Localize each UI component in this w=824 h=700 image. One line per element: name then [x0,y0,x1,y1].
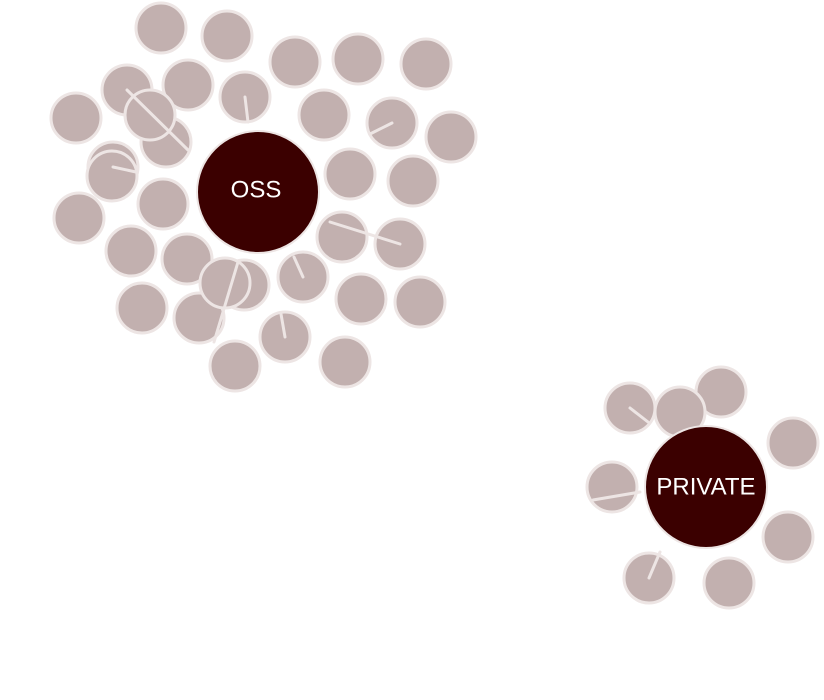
oss-member-node[interactable] [134,1,188,55]
link-line [125,88,190,152]
oss-member-node[interactable] [297,88,351,142]
oss-member-node[interactable] [85,149,139,203]
private-member-node[interactable] [766,416,820,470]
oss-member-node[interactable] [331,32,385,86]
link-line [368,121,394,136]
link-layer [111,88,662,580]
link-line [111,165,138,174]
private-member-node[interactable] [585,460,639,514]
oss-member-node[interactable] [200,9,254,63]
oss-member-node[interactable] [268,35,322,89]
link-line [647,550,662,580]
hub-private[interactable]: PRIVATE [644,425,768,549]
link-line [628,406,650,424]
oss-member-node[interactable] [49,91,103,145]
oss-member-node[interactable] [104,224,158,278]
private-member-node[interactable] [702,556,756,610]
link-line [292,255,305,279]
link-line [279,312,287,339]
oss-member-node[interactable] [115,281,169,335]
link-line [212,260,240,344]
oss-member-node[interactable] [386,154,440,208]
oss-member-node[interactable] [52,191,106,245]
oss-member-node[interactable] [315,210,369,264]
oss-member-node[interactable] [160,232,214,286]
oss-member-node[interactable] [323,147,377,201]
oss-member-node[interactable] [136,177,190,231]
hub-oss[interactable]: OSS [196,130,320,254]
link-line [243,95,250,124]
link-line [591,490,642,502]
oss-member-node[interactable] [399,37,453,91]
oss-member-node[interactable] [208,339,262,393]
oss-member-node[interactable] [393,275,447,329]
oss-member-node[interactable] [318,335,372,389]
hub-node-private[interactable] [644,425,768,549]
private-member-node[interactable] [761,510,815,564]
oss-member-node[interactable] [424,110,478,164]
link-line [328,220,402,246]
oss-member-node[interactable] [334,272,388,326]
hub-node-oss[interactable] [196,130,320,254]
oss-member-node[interactable] [161,58,215,112]
node-layer [49,1,820,610]
oss-member-node[interactable] [123,88,177,142]
